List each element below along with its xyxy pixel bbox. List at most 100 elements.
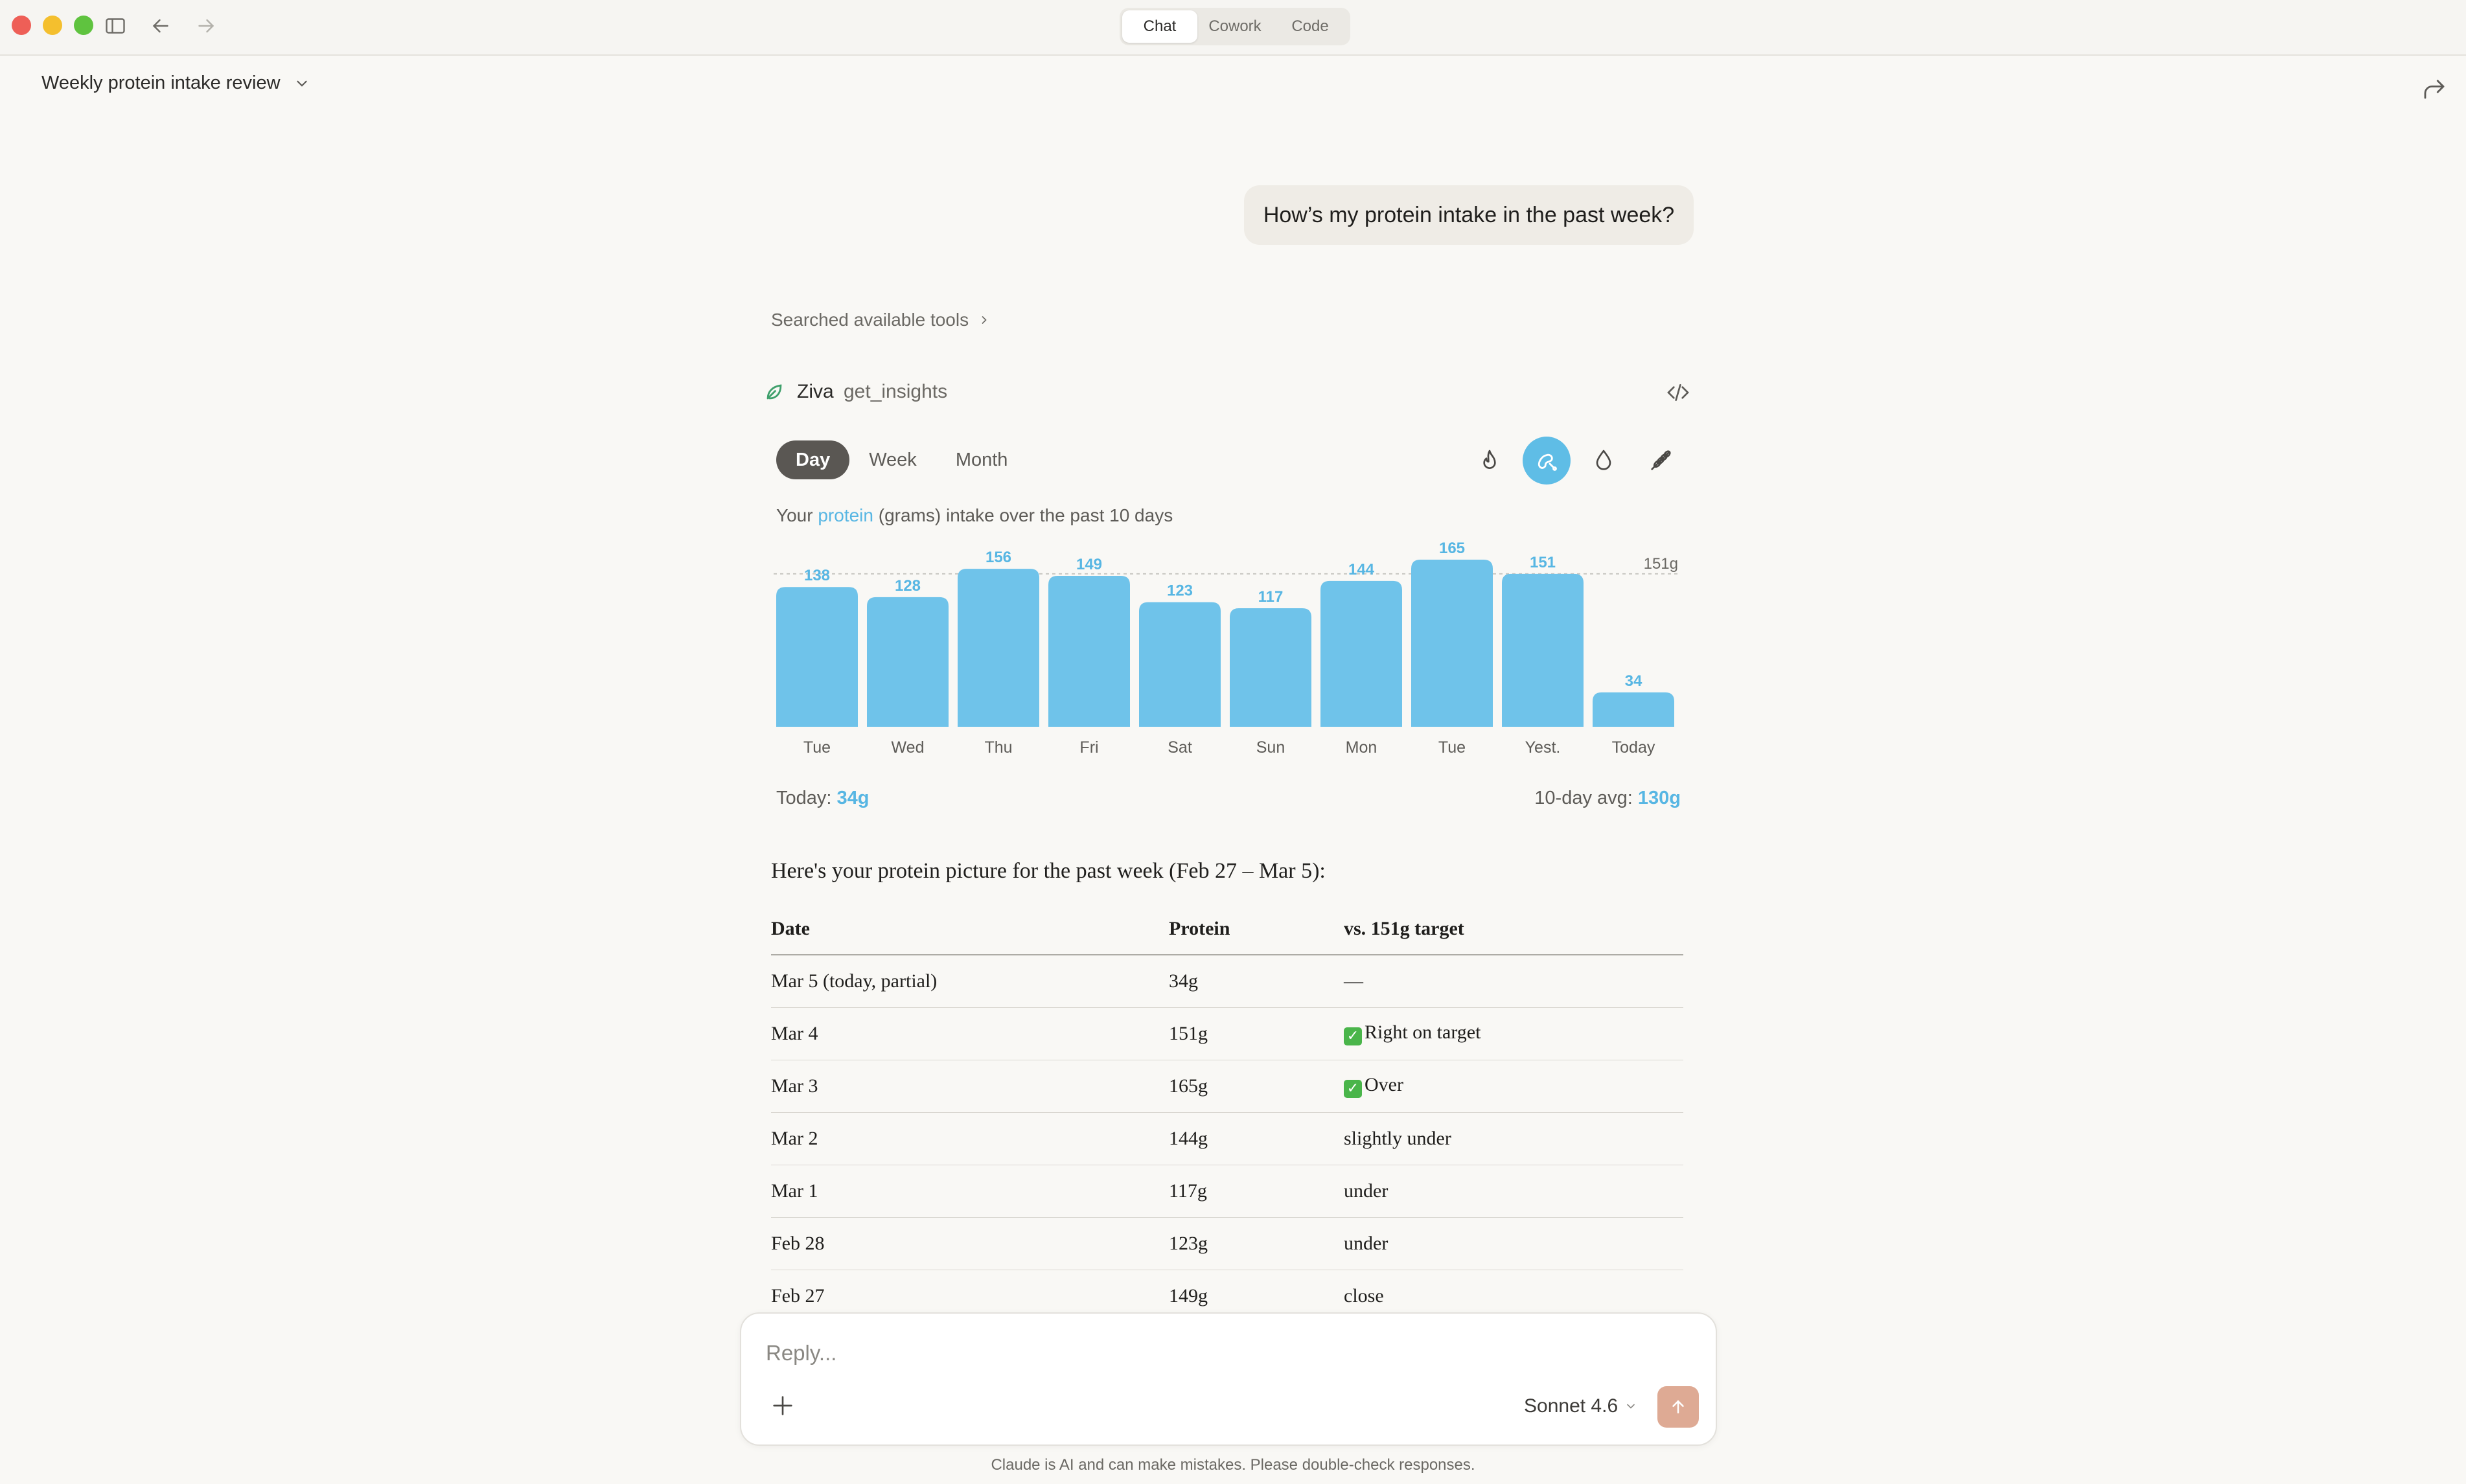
average-summary: 10-day avg: 130g [1490,788,1681,809]
row-vs-text: close [1344,1284,1384,1307]
x-tick-label: Wed [892,738,925,757]
sidebar-toggle-icon[interactable] [102,13,128,39]
tab-week[interactable]: Week [869,449,917,470]
bar [776,587,858,727]
today-label: Today: [776,788,837,808]
tab-code[interactable]: Code [1291,17,1329,35]
code-icon[interactable] [1665,380,1691,405]
tab-cowork[interactable]: Cowork [1208,17,1262,35]
plus-icon[interactable] [770,1393,796,1419]
col-protein: Protein [1169,903,1344,955]
forward-arrow-icon[interactable] [193,13,219,39]
row-protein: 165g [1169,1060,1344,1113]
row-date: Mar 4 [771,1007,1169,1060]
reply-input[interactable] [766,1337,1543,1369]
mode-switch: Chat Cowork Code [1120,8,1350,45]
today-value: 34g [836,788,870,808]
conversation-title: Weekly protein intake review [41,73,281,93]
flame-icon[interactable] [1466,437,1514,485]
user-message: How’s my protein intake in the past week… [1244,185,1694,245]
chevron-right-icon [982,316,987,324]
x-tick-label: Mon [1346,738,1377,757]
table-row: Mar 4 151g ✓ Right on target [771,1007,1683,1060]
bar [867,597,949,727]
row-protein: 34g [1169,955,1344,1008]
share-icon[interactable] [2421,75,2448,102]
row-protein: 123g [1169,1217,1344,1270]
x-tick-label: Today [1612,738,1655,757]
caption-prefix: Your [776,505,818,525]
row-vs-target: close [1344,1270,1683,1308]
row-vs-text: Right on target [1365,1022,1481,1043]
table-row: Mar 5 (today, partial) 34g — [771,955,1683,1008]
response-intro: Here's your protein picture for the past… [771,859,1326,883]
average-label: 10-day avg: [1534,788,1638,808]
model-selector[interactable]: Sonnet 4.6 [1524,1395,1637,1417]
tool-call-header: Ziva get_insights [763,378,1691,407]
row-vs-text: under [1344,1232,1389,1254]
conversation-title-menu[interactable]: Weekly protein intake review [41,73,310,94]
bar-value-label: 156 [985,549,1011,566]
row-date: Mar 5 (today, partial) [771,955,1169,1008]
x-tick-label: Thu [984,738,1012,757]
row-vs-target: ✓ Right on target [1344,1007,1683,1060]
table-header-row: Date Protein vs. 151g target [771,903,1683,955]
x-tick-label: Yest. [1525,738,1561,757]
disclaimer: Claude is AI and can make mistakes. Plea… [991,1456,1475,1474]
row-protein: 149g [1169,1270,1344,1308]
x-tick-label: Tue [803,738,831,757]
x-tick-label: Tue [1438,738,1466,757]
grain-icon[interactable] [1637,437,1685,485]
row-vs-target: under [1344,1165,1683,1218]
drop-icon[interactable] [1580,437,1628,485]
row-vs-target: under [1344,1217,1683,1270]
tab-month[interactable]: Month [955,449,1008,470]
check-icon: ✓ [1344,1080,1362,1098]
check-icon: ✓ [1344,1027,1362,1045]
row-date: Mar 3 [771,1060,1169,1113]
zoom-window-button[interactable] [74,16,93,35]
bar-value-label: 138 [804,567,830,584]
bar [1230,608,1311,727]
caption-metric[interactable]: protein [818,505,873,525]
bar [1048,576,1130,727]
row-vs-target: slightly under [1344,1112,1683,1165]
back-arrow-icon[interactable] [148,13,174,39]
close-window-button[interactable] [12,16,31,35]
col-date: Date [771,903,1169,955]
row-date: Feb 28 [771,1217,1169,1270]
row-vs-text: Over [1365,1074,1403,1095]
metric-selector [1466,437,1685,485]
bar [1320,580,1402,727]
bar-value-label: 151 [1530,554,1556,571]
searched-tools-label: Searched available tools [771,310,969,330]
table-row: Mar 1 117g under [771,1165,1683,1218]
bar-value-label: 149 [1076,556,1102,573]
bar [958,569,1039,727]
table-row: Feb 28 123g under [771,1217,1683,1270]
row-vs-text: slightly under [1344,1127,1451,1149]
protein-bar-chart: 151g 138 Tue 128 Wed 156 Thu 149 Fri 123 Sat 117 Sun… [774,540,1678,757]
minimize-window-button[interactable] [43,16,62,35]
table-row: Feb 27 149g close [771,1270,1683,1308]
row-date: Mar 1 [771,1165,1169,1218]
average-value: 130g [1637,788,1681,808]
row-protein: 151g [1169,1007,1344,1060]
bar [1411,560,1493,727]
period-tabs: Day Week Month [776,440,1027,479]
protein-icon[interactable] [1523,437,1571,485]
row-date: Mar 2 [771,1112,1169,1165]
searched-tools-toggle[interactable]: Searched available tools [771,310,991,330]
row-date: Feb 27 [771,1270,1169,1308]
send-button[interactable] [1657,1386,1699,1428]
tab-day[interactable]: Day [776,440,850,479]
bar-value-label: 34 [1625,672,1642,690]
arrow-up-icon [1672,1400,1684,1413]
tab-chat[interactable]: Chat [1122,10,1197,43]
x-tick-label: Fri [1079,738,1098,757]
row-vs-text: — [1344,970,1363,992]
protein-table: Date Protein vs. 151g target Mar 5 (toda… [771,903,1683,1308]
bar-value-label: 165 [1439,540,1465,557]
target-label: 151g [1644,555,1678,573]
bar [1139,602,1221,727]
